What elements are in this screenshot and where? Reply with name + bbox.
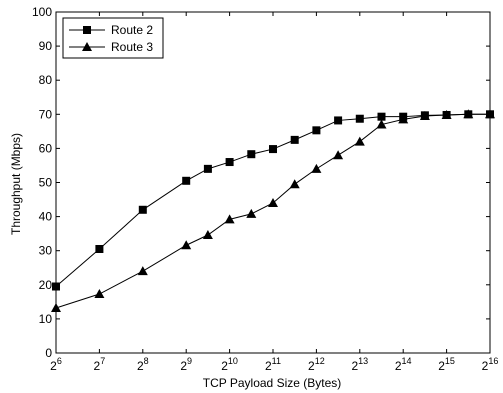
x-tick-label: 216: [482, 356, 499, 373]
y-tick-label: 90: [39, 39, 53, 53]
x-tick-label: 212: [308, 356, 325, 373]
y-tick-label: 10: [39, 312, 53, 326]
triangle-marker: [398, 114, 409, 124]
triangle-marker: [224, 214, 235, 224]
triangle-marker: [94, 289, 105, 299]
triangle-marker: [419, 111, 430, 121]
legend-label: Route 2: [111, 23, 153, 37]
square-marker: [52, 282, 60, 291]
x-tick-label: 211: [265, 356, 281, 373]
y-axis-label: Throughput (Mbps): [9, 133, 23, 235]
y-tick-label: 80: [39, 73, 53, 87]
triangle-marker: [51, 302, 61, 312]
square-marker: [269, 145, 277, 154]
triangle-marker: [82, 42, 92, 51]
y-tick-label: 0: [45, 346, 52, 360]
series-layer: [51, 109, 495, 312]
triangle-marker: [202, 230, 213, 240]
square-marker: [182, 176, 191, 185]
x-tick-label: 26: [50, 356, 62, 373]
y-tick-label: 20: [39, 278, 53, 292]
triangle-marker: [376, 119, 387, 129]
x-tick-label: 27: [94, 356, 106, 373]
x-tick-label: 210: [221, 356, 238, 373]
x-axis-label: TCP Payload Size (Bytes): [203, 376, 342, 390]
legend-box: [62, 17, 164, 59]
square-marker: [138, 205, 147, 214]
triangle-marker: [441, 109, 452, 119]
x-tick-label: 28: [137, 356, 149, 373]
y-tick-label: 40: [39, 210, 53, 224]
y-tick-label: 60: [39, 141, 53, 155]
square-marker: [83, 26, 91, 34]
triangle-marker: [289, 179, 300, 189]
square-marker: [247, 150, 256, 159]
x-tick-label: 214: [395, 356, 412, 373]
axes: 0 10 20 30 40 50 60 70 80 90 100 26 27 28 29 210 211 212 2…: [32, 5, 498, 373]
square-marker: [334, 116, 343, 125]
triangle-marker: [463, 109, 474, 119]
triangle-marker: [354, 136, 365, 146]
y-tick-label: 100: [32, 5, 52, 19]
legend-item: Route 2: [69, 23, 153, 37]
series-2: [51, 109, 495, 312]
legend-label: Route 3: [111, 40, 153, 54]
series-line: [55, 113, 490, 309]
x-tick-label: 29: [180, 356, 192, 373]
x-tick-label: 213: [351, 356, 368, 373]
triangle-marker: [333, 150, 344, 160]
triangle-marker: [485, 109, 495, 119]
y-tick-label: 50: [39, 176, 53, 190]
plot-frame: [55, 11, 491, 354]
square-marker: [95, 244, 104, 253]
triangle-marker: [246, 208, 257, 218]
triangle-marker: [311, 163, 322, 173]
square-marker: [225, 158, 234, 167]
square-marker: [203, 164, 212, 173]
legend-item: Route 3: [69, 40, 153, 54]
y-tick-label: 70: [39, 107, 53, 121]
square-marker: [312, 126, 321, 135]
square-marker: [355, 114, 364, 123]
legend: Route 2 Route 3: [62, 17, 164, 59]
square-marker: [377, 112, 386, 121]
triangle-marker: [268, 197, 278, 207]
x-tick-label: 215: [438, 356, 455, 373]
triangle-marker: [137, 266, 148, 276]
y-tick-label: 30: [39, 244, 53, 258]
square-marker: [290, 135, 299, 144]
triangle-marker: [181, 240, 192, 250]
